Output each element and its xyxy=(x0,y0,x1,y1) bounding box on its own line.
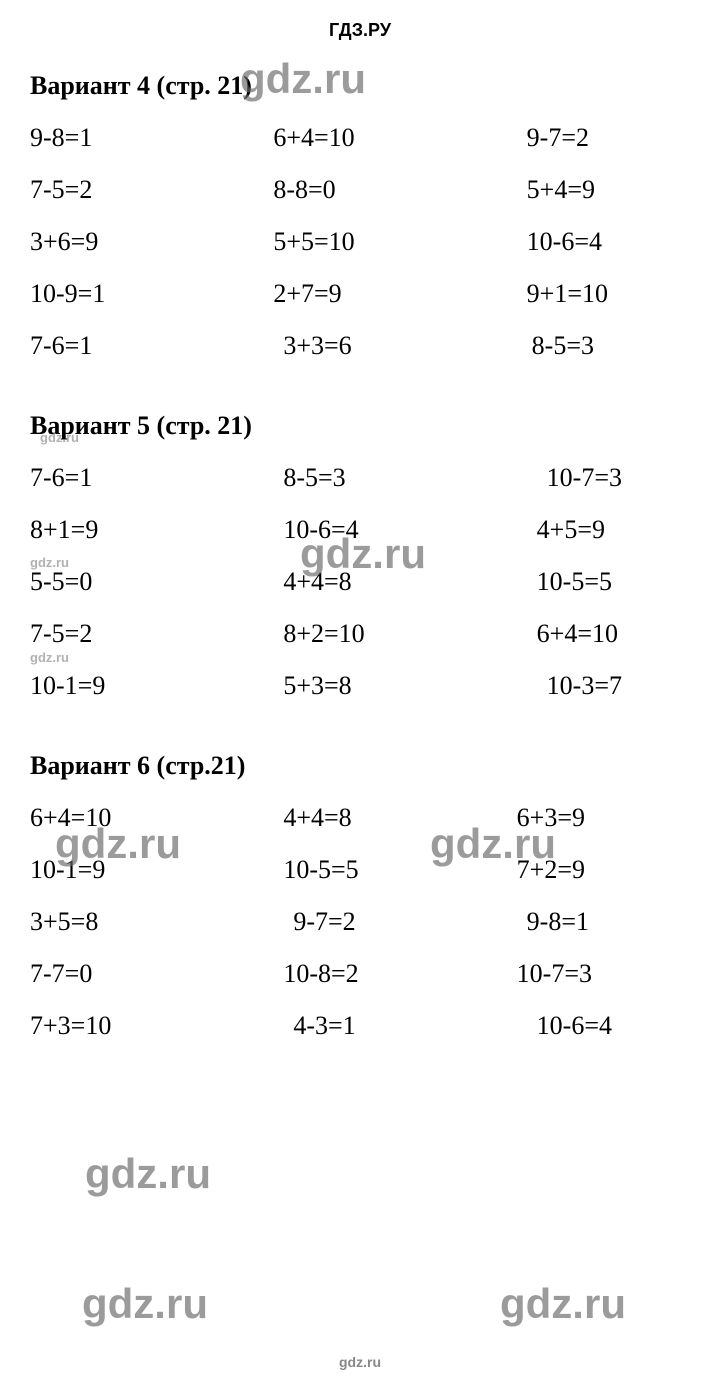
equation: 7-5=2 xyxy=(30,175,243,205)
equation-grid: 9-8=1 6+4=10 9-7=2 7-5=2 8-8=0 5+4=9 3+6=9 5+5=… xyxy=(30,123,690,361)
equation: 3+3=6 xyxy=(253,331,466,361)
equation: 10-8=2 xyxy=(253,959,466,989)
equation: 5+3=8 xyxy=(253,671,466,701)
equation: 10-6=4 xyxy=(477,227,690,257)
equation: 4+5=9 xyxy=(477,515,690,545)
equation: 8+1=9 xyxy=(30,515,243,545)
equation: 5+4=9 xyxy=(477,175,690,205)
equation: 8+2=10 xyxy=(253,619,466,649)
equation: 6+4=10 xyxy=(477,619,690,649)
header-logo: ГДЗ.РУ xyxy=(30,20,690,41)
section-title: Вариант 5 (стр. 21) xyxy=(30,411,690,441)
equation: 4+4=8 xyxy=(253,803,466,833)
equation: 10-5=5 xyxy=(253,855,466,885)
content-container: Вариант 4 (стр. 21) 9-8=1 6+4=10 9-7=2 7-5=2… xyxy=(30,71,690,1041)
equation: 7-5=2 xyxy=(30,619,243,649)
equation: 4+4=8 xyxy=(253,567,466,597)
bottom-logo: gdz.ru xyxy=(0,1354,720,1370)
equation: 4-3=1 xyxy=(253,1011,466,1041)
equation: 10-9=1 xyxy=(30,279,243,309)
equation: 8-8=0 xyxy=(253,175,466,205)
equation: 7-7=0 xyxy=(30,959,243,989)
watermark-text: gdz.ru xyxy=(85,1150,211,1198)
equation: 2+7=9 xyxy=(253,279,466,309)
equation-grid: 6+4=10 4+4=8 6+3=9 10-1=9 10-5=5 7+2=9 3+5=8 9-… xyxy=(30,803,690,1041)
equation: 9-7=2 xyxy=(477,123,690,153)
equation: 9-8=1 xyxy=(30,123,243,153)
equation: 5-5=0 xyxy=(30,567,243,597)
equation: 7+3=10 xyxy=(30,1011,243,1041)
equation: 6+3=9 xyxy=(477,803,690,833)
equation: 10-7=3 xyxy=(477,959,690,989)
equation: 10-1=9 xyxy=(30,855,243,885)
watermark-text: gdz.ru xyxy=(500,1280,626,1328)
equation: 3+5=8 xyxy=(30,907,243,937)
section: Вариант 5 (стр. 21) 7-6=1 8-5=3 10-7=3 8+1=9… xyxy=(30,411,690,701)
equation: 10-7=3 xyxy=(477,463,690,493)
equation: 7-6=1 xyxy=(30,463,243,493)
section: Вариант 6 (стр.21) 6+4=10 4+4=8 6+3=9 10-1=9… xyxy=(30,751,690,1041)
equation: 6+4=10 xyxy=(253,123,466,153)
equation: 7+2=9 xyxy=(477,855,690,885)
equation: 6+4=10 xyxy=(30,803,243,833)
watermark-text: gdz.ru xyxy=(82,1280,208,1328)
equation: 10-1=9 xyxy=(30,671,243,701)
section: Вариант 4 (стр. 21) 9-8=1 6+4=10 9-7=2 7-5=2… xyxy=(30,71,690,361)
equation: 9-8=1 xyxy=(477,907,690,937)
equation-grid: 7-6=1 8-5=3 10-7=3 8+1=9 10-6=4 4+5=9 5-5=0 4+4… xyxy=(30,463,690,701)
equation: 8-5=3 xyxy=(253,463,466,493)
equation: 8-5=3 xyxy=(477,331,690,361)
equation: 10-6=4 xyxy=(477,1011,690,1041)
equation: 3+6=9 xyxy=(30,227,243,257)
equation: 9+1=10 xyxy=(477,279,690,309)
equation: 9-7=2 xyxy=(253,907,466,937)
section-title: Вариант 4 (стр. 21) xyxy=(30,71,690,101)
equation: 5+5=10 xyxy=(253,227,466,257)
equation: 7-6=1 xyxy=(30,331,243,361)
equation: 10-5=5 xyxy=(477,567,690,597)
section-title: Вариант 6 (стр.21) xyxy=(30,751,690,781)
equation: 10-3=7 xyxy=(477,671,690,701)
equation: 10-6=4 xyxy=(253,515,466,545)
